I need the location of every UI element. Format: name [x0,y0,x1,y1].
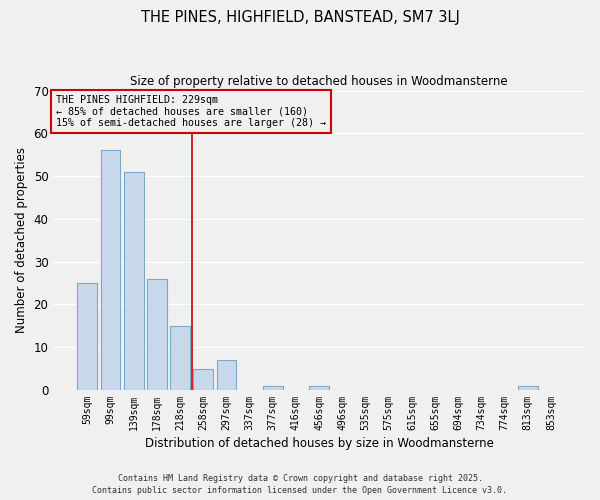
Bar [101,150,121,390]
Text: THE PINES, HIGHFIELD, BANSTEAD, SM7 3LJ: THE PINES, HIGHFIELD, BANSTEAD, SM7 3LJ [140,10,460,25]
Title: Size of property relative to detached houses in Woodmansterne: Size of property relative to detached ho… [130,75,508,88]
Bar [77,283,97,390]
Bar [170,326,190,390]
Bar [193,368,213,390]
Bar [309,386,329,390]
Y-axis label: Number of detached properties: Number of detached properties [15,147,28,333]
Bar [124,172,143,390]
Bar [217,360,236,390]
Bar [263,386,283,390]
Text: THE PINES HIGHFIELD: 229sqm
← 85% of detached houses are smaller (160)
15% of se: THE PINES HIGHFIELD: 229sqm ← 85% of det… [56,95,326,128]
X-axis label: Distribution of detached houses by size in Woodmansterne: Distribution of detached houses by size … [145,437,494,450]
Bar [147,278,167,390]
Text: Contains HM Land Registry data © Crown copyright and database right 2025.
Contai: Contains HM Land Registry data © Crown c… [92,474,508,495]
Bar [518,386,538,390]
